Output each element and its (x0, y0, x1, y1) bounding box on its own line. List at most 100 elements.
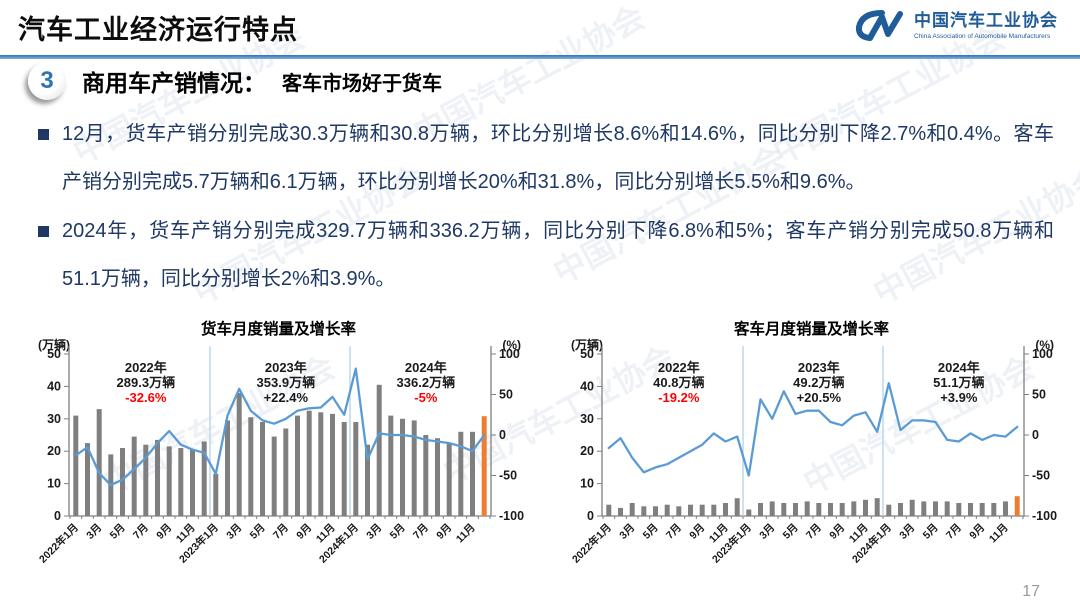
sales-bar (734, 498, 740, 516)
annotation-growth: +22.4% (264, 390, 309, 405)
sales-bar (131, 436, 137, 516)
bus-monthly-chart: 客车月度销量及增长率 (万辆) (%) 0 10 20 30 40 50 -100 -50 0 50 10… (559, 318, 1064, 578)
annotation-year: 2024年 (405, 360, 447, 375)
sales-bar (73, 415, 79, 516)
sales-bar (341, 422, 347, 516)
svg-text:30: 30 (47, 412, 61, 426)
sales-bar (295, 415, 300, 516)
sales-bar (851, 501, 857, 516)
sales-bar (863, 499, 868, 516)
sales-bar (85, 443, 90, 516)
sales-bar (606, 504, 612, 516)
bullet-item: 12月，货车产销分别完成30.3万辆和30.8万辆，环比分别增长8.6%和14.… (38, 110, 1054, 207)
sales-bar (365, 444, 370, 516)
x-axis-label: 7月 (804, 522, 824, 542)
sales-bar (618, 507, 623, 516)
logo-org-name-en: China Association of Automobile Manufact… (914, 32, 1051, 40)
x-axis-label: 7月 (271, 522, 291, 542)
bullet-text: 12月，货车产销分别完成30.3万辆和30.8万辆，环比分别增长8.6%和14.… (62, 123, 1054, 194)
x-axis-label: 9月 (294, 522, 314, 542)
x-axis-label: 5月 (921, 522, 941, 542)
section-heading-main: 商用车产销情况： (82, 70, 266, 96)
page-title: 汽车工业经济运行特点 (18, 15, 298, 45)
sales-bar (423, 435, 429, 516)
x-axis-label: 3月 (84, 522, 104, 542)
logo-org-name-cn: 中国汽车工业协会 (914, 11, 1058, 31)
cam-logo-icon (855, 10, 903, 41)
svg-text:30: 30 (580, 412, 594, 426)
section-heading: 3 商用车产销情况： 客车市场好于货车 (28, 62, 442, 100)
chart-title: 客车月度销量及增长率 (734, 319, 890, 338)
right-axis-unit: (%) (502, 338, 521, 352)
x-axis-label: 9月 (967, 522, 987, 542)
x-axis-label: 9月 (154, 522, 174, 542)
association-logo: 中国汽车工业协会 China Association of Automobile… (852, 6, 1058, 46)
annotation-growth: -19.2% (658, 390, 700, 405)
x-axis-label: 7月 (411, 522, 431, 542)
sales-bar (746, 509, 752, 516)
left-axis-unit: (万辆) (571, 337, 603, 352)
sales-bar (248, 417, 254, 516)
bullet-square-icon (38, 225, 49, 237)
sales-bar (699, 504, 705, 516)
annotation-year: 2022年 (125, 360, 167, 375)
svg-text:0: 0 (499, 428, 506, 442)
sales-bar (781, 503, 787, 516)
svg-text:20: 20 (47, 444, 61, 458)
sales-bar (470, 431, 475, 516)
sales-bar (828, 503, 833, 516)
truck-monthly-chart: 货车月度销量及增长率 (万辆) (%) 0 10 20 30 40 50 -100 -50 0 50 10… (26, 318, 531, 578)
x-axis-label: 5月 (641, 522, 661, 542)
sales-bar (816, 503, 822, 516)
section-number-badge: 3 (28, 62, 66, 100)
sales-bar (283, 428, 289, 516)
annotation-total: 40.8万辆 (653, 375, 704, 390)
charts-row: 货车月度销量及增长率 (万辆) (%) 0 10 20 30 40 50 -100 -50 0 50 10… (26, 318, 1064, 578)
sales-bar (1014, 496, 1020, 516)
sales-bar (979, 503, 985, 516)
sales-bar (886, 504, 892, 516)
sales-bar (909, 499, 915, 516)
sales-bar (711, 504, 717, 516)
svg-text:0: 0 (54, 509, 61, 523)
svg-text:50: 50 (580, 347, 594, 361)
svg-text:-100: -100 (499, 509, 524, 523)
sales-bar (446, 443, 452, 516)
bullet-item: 2024年，货车产销分别完成329.7万辆和336.2万辆，同比分别下降6.8%… (38, 207, 1054, 304)
annotation-growth: -5% (414, 390, 438, 405)
sales-bar (190, 449, 195, 516)
sales-bar (213, 473, 219, 516)
annotation-year: 2023年 (798, 360, 840, 375)
right-axis-unit: (%) (1035, 338, 1054, 352)
sales-bar (944, 501, 950, 516)
annotation-total: 49.2万辆 (793, 375, 844, 390)
section-heading-sub: 客车市场好于货车 (282, 72, 442, 95)
x-axis-label: 7月 (664, 522, 684, 542)
chart-title: 货车月度销量及增长率 (201, 319, 357, 338)
annotation-growth: +3.9% (940, 390, 978, 405)
svg-text:50: 50 (47, 347, 61, 361)
sales-bar (306, 410, 312, 516)
x-axis-label: 5月 (781, 522, 801, 542)
x-axis-label: 2022年1月 (36, 521, 81, 566)
svg-text:10: 10 (47, 477, 61, 491)
x-axis-label: 11月 (987, 522, 1011, 546)
sales-bar (201, 441, 207, 516)
annotation-total: 51.1万辆 (933, 375, 984, 390)
sales-bar (318, 412, 324, 516)
svg-text:50: 50 (499, 388, 513, 402)
annotation-total: 289.3万辆 (117, 375, 176, 390)
svg-text:100: 100 (1032, 347, 1053, 361)
sales-bar (968, 503, 973, 516)
sales-bar (664, 504, 670, 516)
x-axis-label: 3月 (617, 522, 637, 542)
svg-text:-50: -50 (499, 469, 517, 483)
sales-bar (458, 431, 464, 516)
sales-bar (839, 503, 845, 516)
left-axis-unit: (万辆) (38, 337, 70, 352)
sales-bar (120, 448, 125, 516)
svg-text:100: 100 (499, 347, 520, 361)
growth-rate-line (74, 367, 486, 487)
x-axis-label: 11月 (454, 522, 478, 546)
x-axis-label: 3月 (757, 522, 777, 542)
